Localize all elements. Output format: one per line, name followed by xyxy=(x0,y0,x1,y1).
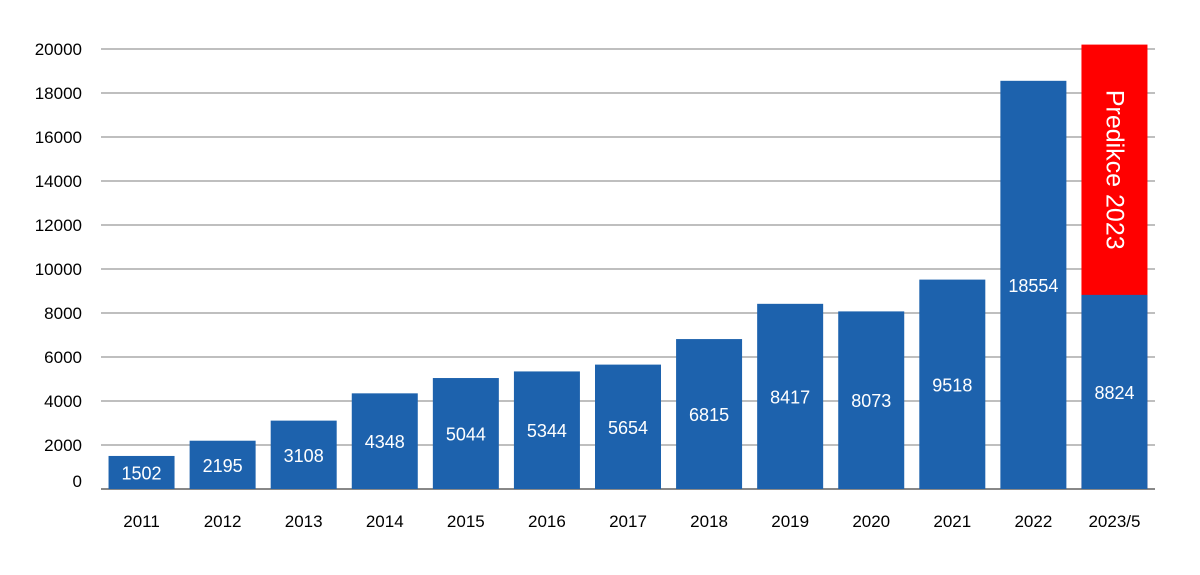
data-label: 18554 xyxy=(1008,276,1058,296)
bar-2017 xyxy=(595,364,661,489)
bar-2018 xyxy=(676,339,743,489)
x-tick-label: 2023/5 xyxy=(1088,512,1140,531)
data-label: 8824 xyxy=(1094,383,1134,403)
x-tick-label: 2020 xyxy=(852,512,890,531)
x-tick-label: 2019 xyxy=(771,512,809,531)
y-tick-label: 2000 xyxy=(44,436,82,455)
bar-2014 xyxy=(351,393,418,489)
bar-2019 xyxy=(757,303,824,489)
y-axis-ticks: 0 2000 4000 6000 8000 10000 12000 14000 16000 180… xyxy=(35,40,82,491)
y-tick-label: 16000 xyxy=(35,128,82,147)
x-axis-ticks: 2011 2012 2013 2014 2015 2016 2017 2018 2019 2020… xyxy=(123,512,1140,531)
data-label: 9518 xyxy=(932,375,972,395)
bar-2013 xyxy=(270,420,337,489)
x-tick-label: 2013 xyxy=(285,512,323,531)
bar-2011 xyxy=(108,455,175,489)
x-tick-label: 2022 xyxy=(1014,512,1052,531)
bars: 1502 2195 3108 4348 5044 5344 5654 6815 8417 8073… xyxy=(108,44,1148,489)
data-label: 5344 xyxy=(527,421,567,441)
x-tick-label: 2011 xyxy=(123,512,160,531)
x-tick-label: 2018 xyxy=(690,512,728,531)
y-tick-label: 0 xyxy=(73,472,82,491)
data-label: 5044 xyxy=(446,425,486,445)
data-label: 2195 xyxy=(203,456,243,476)
bar-2021 xyxy=(919,279,986,489)
x-tick-label: 2014 xyxy=(366,512,404,531)
bar-2023/5 xyxy=(1081,294,1148,489)
y-tick-label: 12000 xyxy=(35,216,82,235)
x-tick-label: 2017 xyxy=(609,512,647,531)
data-label: 8417 xyxy=(770,387,810,407)
y-tick-label: 20000 xyxy=(35,40,82,59)
x-tick-label: 2015 xyxy=(447,512,485,531)
x-tick-label: 2021 xyxy=(933,512,971,531)
y-tick-label: 10000 xyxy=(35,260,82,279)
data-label: 1502 xyxy=(122,463,162,483)
x-tick-label: 2012 xyxy=(204,512,242,531)
data-label: 8073 xyxy=(851,391,891,411)
bar-2020 xyxy=(838,311,905,489)
y-tick-label: 18000 xyxy=(35,84,82,103)
y-tick-label: 6000 xyxy=(44,348,82,367)
bar-2022 xyxy=(1000,80,1067,489)
bar-2016 xyxy=(513,371,580,489)
data-label: 5654 xyxy=(608,418,648,438)
bar-2015 xyxy=(432,378,499,489)
y-tick-label: 4000 xyxy=(44,392,82,411)
y-tick-label: 8000 xyxy=(44,304,82,323)
data-label: 4348 xyxy=(365,432,405,452)
y-tick-label: 14000 xyxy=(35,172,82,191)
bar-2012 xyxy=(189,440,256,489)
prediction-label: Predikce 2023 xyxy=(1100,90,1128,250)
data-label: 6815 xyxy=(689,405,729,425)
x-tick-label: 2016 xyxy=(528,512,566,531)
data-label: 3108 xyxy=(284,446,324,466)
